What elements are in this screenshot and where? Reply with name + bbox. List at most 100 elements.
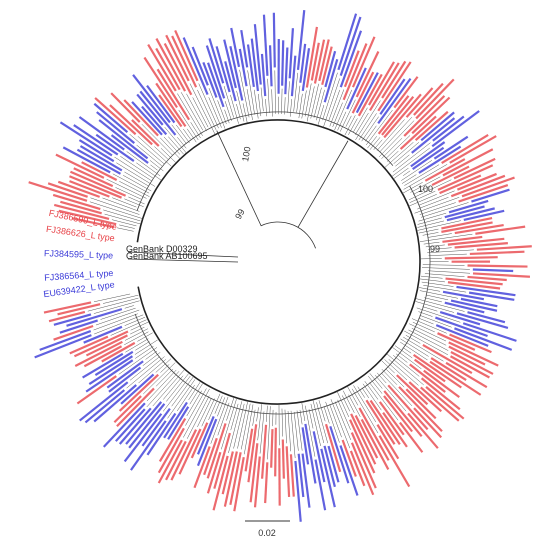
leaf-label-stroke <box>253 24 262 85</box>
terminal-branch <box>112 197 137 208</box>
leaf-label-stroke <box>447 237 505 246</box>
terminal-branch <box>418 228 439 234</box>
terminal-branch <box>168 136 184 155</box>
tree-branches <box>28 9 532 522</box>
terminal-branch <box>411 328 447 346</box>
leaf-label-stroke <box>423 369 460 399</box>
terminal-branch <box>347 386 359 406</box>
terminal-branch <box>246 89 253 121</box>
leaf-label-stroke <box>411 117 456 154</box>
terminal-branch <box>274 70 276 114</box>
leaf-label-stroke <box>281 40 285 86</box>
terminal-branch <box>404 330 449 356</box>
terminal-branch <box>412 321 435 333</box>
leaf-label-stroke <box>59 121 113 157</box>
terminal-branch <box>417 220 445 228</box>
leaf-label-stroke <box>297 453 305 498</box>
terminal-branch <box>337 399 351 430</box>
leaf-label-stroke <box>442 235 483 243</box>
terminal-branch <box>198 83 219 129</box>
leaf-label-stroke <box>229 45 244 101</box>
terminal-branch <box>395 154 410 167</box>
leaf-label: FJ384595_L type <box>44 248 114 260</box>
terminal-branch <box>304 83 312 117</box>
leaf-label-stroke <box>250 38 260 92</box>
leaf-label-stroke <box>339 445 359 496</box>
leaf-label-stroke <box>53 313 92 326</box>
terminal-branch <box>210 396 229 444</box>
leaf-label-stroke <box>358 407 390 461</box>
leaf-label-stroke <box>413 407 443 439</box>
leaf-label-stroke <box>156 68 191 121</box>
leaf-label-stroke <box>157 427 185 474</box>
terminal-branch <box>124 331 149 346</box>
terminal-branch <box>409 190 436 203</box>
terminal-branch <box>348 394 361 417</box>
leaf-label-stroke <box>93 384 137 423</box>
terminal-branch <box>112 173 150 194</box>
terminal-branch <box>146 371 180 408</box>
terminal-branch <box>192 97 209 128</box>
leaf-label-stroke <box>74 340 123 367</box>
terminal-branch <box>313 87 322 118</box>
terminal-branch <box>159 137 181 159</box>
leaf-label-stroke <box>437 332 476 351</box>
leaf-label-stroke <box>128 403 166 449</box>
terminal-branch <box>367 136 378 149</box>
terminal-branch <box>155 358 172 373</box>
terminal-branch <box>358 113 377 141</box>
leaf-label-stroke <box>79 381 129 422</box>
terminal-branch <box>128 196 145 205</box>
terminal-branch <box>265 99 268 117</box>
terminal-branch <box>93 300 140 314</box>
leaf-label-stroke <box>120 373 155 405</box>
terminal-branch <box>281 408 283 437</box>
leaf-label-stroke <box>289 454 295 497</box>
terminal-branch <box>417 197 449 210</box>
terminal-branch <box>427 249 474 253</box>
internal-branch <box>216 130 316 249</box>
leaf-label-stroke <box>48 310 86 323</box>
leaf-label-stroke <box>454 242 508 249</box>
leaf-label-stroke <box>34 334 92 359</box>
terminal-branch <box>124 328 149 341</box>
terminal-branch <box>197 397 212 428</box>
leaf-label-stroke <box>405 87 434 118</box>
leaf-label-stroke <box>109 104 153 146</box>
leaf-label-stroke <box>223 451 238 507</box>
terminal-branch <box>177 137 187 149</box>
terminal-branch <box>252 409 256 426</box>
leaf-label-stroke <box>84 389 126 424</box>
leaf-label-stroke <box>94 97 137 136</box>
terminal-branch <box>272 409 274 427</box>
terminal-branch <box>217 100 227 125</box>
terminal-branch <box>125 338 149 353</box>
terminal-branch <box>412 186 430 195</box>
leaf-label-stroke <box>418 145 462 174</box>
terminal-branch <box>365 125 377 142</box>
terminal-branch <box>106 178 147 199</box>
terminal-branch <box>403 336 444 362</box>
leaf-label-stroke <box>53 324 94 341</box>
leaf-label-stroke <box>206 423 227 479</box>
leaf-label-stroke <box>346 67 367 110</box>
leaf-label-stroke <box>393 76 419 109</box>
terminal-branch <box>345 115 352 127</box>
leaf-label-stroke <box>431 110 480 148</box>
leaf-label-stroke <box>110 134 149 164</box>
terminal-branch <box>328 89 341 122</box>
leaf-label-stroke <box>143 56 178 109</box>
leaf-label-stroke <box>435 324 489 347</box>
leaf-label-stroke <box>285 446 291 497</box>
leaf-label-stroke <box>396 374 429 406</box>
leaf-label-stroke <box>398 386 443 432</box>
leaf-label-stroke <box>472 272 531 278</box>
terminal-branch <box>178 109 199 141</box>
leaf-label-stroke <box>94 350 134 376</box>
leaf-label-stroke <box>324 50 337 88</box>
leaf-label-stroke <box>420 377 461 411</box>
leaf-label-stroke <box>453 157 496 180</box>
terminal-branch <box>332 102 343 128</box>
terminal-branch <box>419 278 445 283</box>
leaf-label-stroke <box>437 164 494 191</box>
